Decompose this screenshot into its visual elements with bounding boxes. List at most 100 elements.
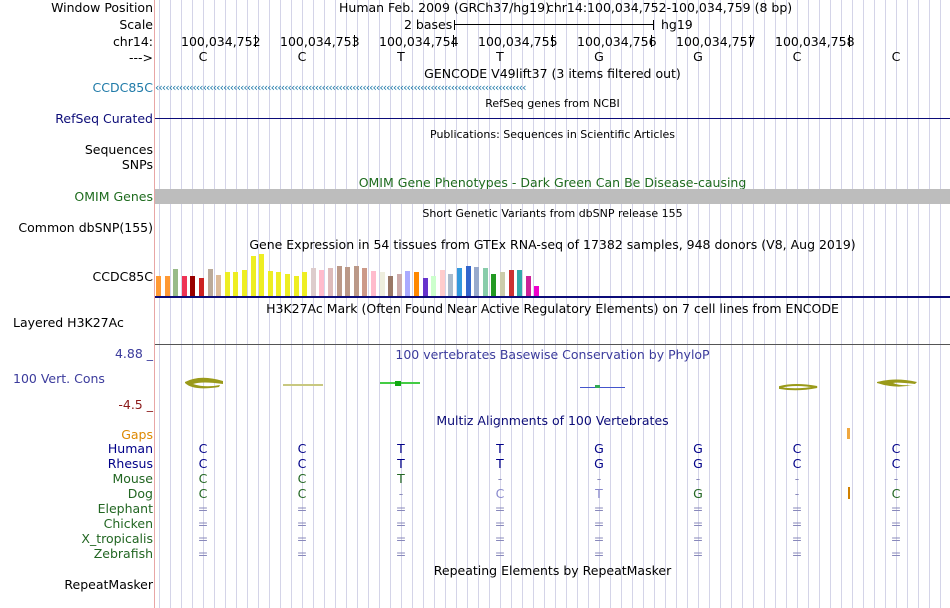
grid-line	[885, 0, 886, 608]
species-label[interactable]: Mouse	[112, 471, 153, 486]
gtex-tissue-bar[interactable]	[285, 274, 290, 296]
phylop-peak-5	[580, 387, 625, 388]
gtex-tissue-bar[interactable]	[345, 267, 351, 296]
grid-line	[665, 0, 666, 608]
gtex-tissue-bar[interactable]	[224, 272, 230, 296]
gtex-tissue-bar[interactable]	[439, 270, 445, 296]
grid-line	[181, 0, 182, 608]
gtex-tissue-bar[interactable]	[422, 278, 428, 296]
h3k27ac-label[interactable]: Layered H3K27Ac	[13, 315, 124, 330]
gtex-tissue-bar[interactable]	[336, 266, 342, 296]
grid-line	[500, 0, 501, 608]
ruler-coordinate: 100,034,758	[775, 34, 855, 49]
gtex-tissue-bar[interactable]	[396, 274, 402, 296]
strand-arrow-label: --->	[128, 50, 153, 65]
gtex-tissue-bar[interactable]	[517, 270, 523, 296]
gtex-tissue-bar[interactable]	[190, 276, 196, 296]
gtex-tissue-bar[interactable]	[405, 271, 411, 296]
gtex-tissue-bar[interactable]	[319, 270, 325, 296]
gtex-tissue-bar[interactable]	[534, 286, 540, 296]
gtex-tissue-bar[interactable]	[457, 268, 462, 296]
gencode-label[interactable]: CCDC85C	[92, 80, 153, 95]
chrom-label: chr14:	[112, 34, 153, 49]
gtex-tissue-bar[interactable]	[525, 276, 531, 296]
gtex-tissue-bar[interactable]	[328, 268, 333, 296]
species-label[interactable]: Elephant	[97, 501, 153, 516]
species-label[interactable]: Rhesus	[107, 456, 153, 471]
repeatmasker-label[interactable]: RepeatMasker	[64, 577, 153, 592]
gtex-tissue-bar[interactable]	[379, 272, 385, 296]
refseq-gene-line[interactable]	[155, 118, 950, 119]
gtex-tissue-bar[interactable]	[431, 276, 437, 296]
gap-marker[interactable]	[847, 428, 850, 439]
species-label[interactable]: X_tropicalis	[81, 531, 153, 546]
gtex-tissue-bar[interactable]	[362, 268, 368, 296]
dbsnp-title: Short Genetic Variants from dbSNP releas…	[422, 207, 683, 220]
grid-line	[258, 0, 259, 608]
grid-line	[742, 0, 743, 608]
gtex-tissue-bar[interactable]	[276, 272, 282, 296]
sequences-label[interactable]: Sequences	[84, 142, 153, 157]
gtex-tissue-bar[interactable]	[207, 269, 213, 296]
aligned-base: =	[395, 546, 407, 561]
aligned-base: =	[197, 531, 209, 546]
aligned-base: -	[794, 471, 800, 486]
gtex-tissue-bar[interactable]	[164, 276, 170, 296]
gaps-label[interactable]: Gaps	[121, 427, 153, 442]
aligned-base: =	[494, 546, 506, 561]
gtex-tissue-bar[interactable]	[491, 274, 497, 296]
gtex-tissue-bar[interactable]	[414, 272, 419, 296]
gtex-tissue-bar[interactable]	[199, 278, 204, 296]
gtex-tissue-bar[interactable]	[388, 276, 394, 296]
species-label[interactable]: Dog	[127, 486, 153, 501]
gtex-tissue-bar[interactable]	[242, 270, 247, 296]
gtex-tissue-bar[interactable]	[310, 268, 316, 296]
grid-line	[808, 0, 809, 608]
refseq-label[interactable]: RefSeq Curated	[55, 111, 153, 126]
gtex-tissue-bar[interactable]	[233, 272, 239, 296]
grid-line	[797, 0, 798, 608]
gtex-tissue-bar[interactable]	[465, 266, 471, 296]
gtex-label[interactable]: CCDC85C	[92, 269, 153, 284]
gtex-tissue-bar[interactable]	[302, 272, 308, 296]
grid-line	[192, 0, 193, 608]
gtex-tissue-bar[interactable]	[474, 267, 480, 296]
snps-label[interactable]: SNPs	[121, 157, 153, 172]
aligned-base: C	[891, 486, 901, 501]
aligned-base: =	[296, 516, 308, 531]
gtex-tissue-bar[interactable]	[353, 266, 359, 296]
grid-line	[225, 0, 226, 608]
aligned-base: =	[593, 546, 605, 561]
gtex-tissue-bar[interactable]	[216, 275, 222, 296]
gtex-tissue-bar[interactable]	[267, 271, 273, 296]
omim-label[interactable]: OMIM Genes	[74, 189, 153, 204]
species-label[interactable]: Human	[107, 441, 153, 456]
grid-line	[434, 0, 435, 608]
gtex-tissue-bar[interactable]	[156, 276, 161, 296]
phylop-label[interactable]: 100 Vert. Cons	[13, 371, 105, 386]
gtex-tissue-bar[interactable]	[500, 272, 505, 296]
dog-insertion-marker[interactable]	[848, 487, 850, 499]
gtex-tissue-bar[interactable]	[293, 276, 299, 296]
gtex-tissue-bar[interactable]	[448, 274, 454, 296]
gtex-tissue-bar[interactable]	[181, 276, 187, 296]
scale-label: Scale	[119, 17, 153, 32]
gtex-tissue-bar[interactable]	[259, 254, 265, 296]
phylop-min-label: -4.5 _	[118, 397, 153, 412]
species-label[interactable]: Chicken	[103, 516, 153, 531]
gtex-tissue-bar[interactable]	[508, 270, 514, 296]
grid-line	[819, 0, 820, 608]
gtex-tissue-bar[interactable]	[371, 271, 376, 296]
aligned-base: =	[197, 501, 209, 516]
phylop-plot[interactable]	[155, 372, 950, 394]
gtex-tissue-bar[interactable]	[482, 268, 488, 296]
species-label[interactable]: Zebrafish	[93, 546, 153, 561]
gencode-gene-arrows[interactable]: ‹‹‹‹‹‹‹‹‹‹‹‹‹‹‹‹‹‹‹‹‹‹‹‹‹‹‹‹‹‹‹‹‹‹‹‹‹‹‹‹…	[155, 81, 526, 94]
aligned-base: T	[397, 471, 405, 486]
gtex-tissue-bar[interactable]	[250, 256, 256, 296]
gtex-tissue-bar[interactable]	[173, 269, 179, 296]
grid-line	[291, 0, 292, 608]
omim-gene-bar[interactable]	[155, 189, 950, 204]
grid-line	[511, 0, 512, 608]
dbsnp-label[interactable]: Common dbSNP(155)	[18, 220, 153, 235]
